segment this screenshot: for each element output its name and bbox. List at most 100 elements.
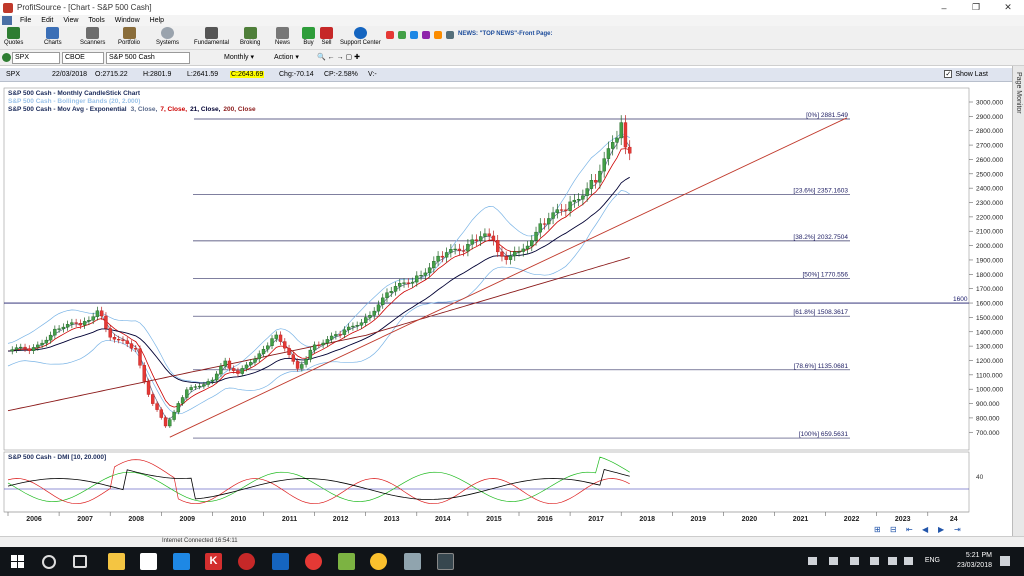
menu-window[interactable]: Window [114, 17, 140, 24]
scroll-right-icon: ▶ [938, 525, 945, 534]
systems-button[interactable]: Systems [156, 27, 179, 49]
windows-start-icon[interactable] [11, 555, 24, 568]
horizontal-line-1600[interactable]: 1600 [4, 296, 969, 304]
browser-app-icon[interactable] [238, 553, 255, 570]
close-button[interactable]: ✕ [1004, 2, 1012, 12]
filter-icon[interactable] [422, 31, 430, 39]
news-button[interactable]: News [275, 27, 290, 49]
chrome-icon[interactable] [370, 553, 387, 570]
restore-button[interactable]: ❐ [971, 2, 981, 12]
profitsource-icon[interactable] [305, 553, 322, 570]
candle-body [585, 188, 589, 196]
notifications-icon[interactable] [1000, 556, 1010, 566]
chart-scroll-controls[interactable]: ⊞ ⊟ ⇤ ◀ ▶ ⇥ [874, 525, 961, 534]
tray-people-icon[interactable] [808, 557, 817, 565]
candle-body [427, 267, 432, 274]
zoom-tools[interactable]: 🔍 ← → ▢ ✚ [317, 54, 360, 61]
candle-body [457, 248, 462, 251]
candle-body [538, 223, 542, 233]
broking-button[interactable]: Broking [240, 27, 260, 49]
trendline[interactable] [169, 117, 848, 438]
news-feed-icon[interactable] [446, 31, 454, 39]
taskbar-clock[interactable]: 5:21 PM 23/03/2018 [957, 551, 992, 571]
alert-icon[interactable] [386, 31, 394, 39]
exchange-select[interactable]: CBOE [62, 52, 104, 64]
app-icon-green[interactable] [338, 553, 355, 570]
symbol-input[interactable]: SPX [12, 52, 60, 64]
candle-body [393, 286, 398, 292]
menu-tools[interactable]: Tools [88, 17, 105, 24]
bulb-icon[interactable] [410, 31, 418, 39]
status-bar: Internet Connected 16:54:11 [0, 536, 1024, 547]
chart-svg[interactable]: S&P 500 Cash - Monthly CandleStick Chart… [0, 82, 1012, 536]
chart-area[interactable]: S&P 500 Cash - Monthly CandleStick Chart… [0, 82, 1012, 534]
tray-security-icon[interactable] [870, 557, 879, 565]
candle-body [163, 417, 168, 427]
menu-file[interactable]: File [20, 17, 32, 24]
shield-icon[interactable] [272, 553, 289, 570]
candle-body [257, 353, 261, 360]
charts-button[interactable]: Charts [44, 27, 62, 49]
tray-volume-icon[interactable] [904, 557, 913, 565]
sell-button[interactable]: Sell [320, 27, 333, 49]
candle-body [508, 255, 513, 260]
candle-body [381, 297, 385, 305]
action-menu[interactable]: Action ▾ [274, 54, 299, 61]
news-ticker[interactable]: NEWS: "TOP NEWS"-Front Page: [458, 31, 553, 37]
candle-body [104, 315, 108, 329]
ema7-line [7, 148, 630, 408]
windows-taskbar: K ENG 5:21 PM 23/03/2018 [0, 547, 1024, 576]
support-center-button[interactable]: Support Center [340, 27, 381, 49]
menu-help[interactable]: Help [149, 17, 165, 24]
file-explorer-icon[interactable] [108, 553, 125, 570]
scanners-button[interactable]: Scanners [80, 27, 105, 49]
y-tick-label: 2000.000 [976, 243, 1003, 250]
window-controls: – ❐ ✕ [928, 0, 1024, 15]
menu-edit[interactable]: Edit [41, 17, 54, 24]
minimize-button[interactable]: – [941, 2, 947, 13]
candle-body [78, 322, 83, 326]
legend-ema3: 3, Close, [131, 106, 158, 113]
cortana-icon[interactable] [42, 555, 56, 569]
refresh-icon[interactable] [398, 31, 406, 39]
y-tick-label: 1200.000 [976, 358, 1003, 365]
period-select[interactable]: Monthly ▾ [224, 54, 254, 61]
bollinger-lower [7, 190, 630, 415]
tray-up-icon[interactable] [829, 557, 838, 565]
candle-body [628, 146, 632, 154]
candle-body [389, 291, 393, 293]
store-icon[interactable] [140, 553, 157, 570]
page-monitor-tab[interactable]: Page Monitor [1012, 66, 1024, 536]
portfolio-button[interactable]: Portfolio [118, 27, 140, 49]
menu-view[interactable]: View [63, 17, 79, 24]
candle-body [406, 282, 410, 284]
main-toolbar: Quotes Charts Scanners Portfolio Systems… [0, 26, 1024, 50]
media-icon[interactable] [404, 553, 421, 570]
tray-network-icon[interactable] [888, 557, 897, 565]
candle-body [95, 310, 100, 317]
security-name-field[interactable]: S&P 500 Cash [106, 52, 190, 64]
flag-icon[interactable] [434, 31, 442, 39]
show-last-checkbox[interactable]: ✓ Show Last [944, 70, 988, 78]
info-volume: V:- [368, 71, 377, 78]
task-view-icon[interactable] [73, 555, 87, 568]
fibonacci-retracement[interactable]: [0%] 2881.549 [23.6%] 2357.1603 [38.2%] 20… [193, 112, 850, 439]
candle-body [295, 361, 300, 369]
buy-button[interactable]: Buy [302, 27, 315, 49]
mail-icon[interactable] [173, 553, 190, 570]
tray-dropbox-icon[interactable] [850, 557, 859, 565]
candle-body [202, 384, 206, 387]
candle-body [14, 347, 19, 350]
candle-body [112, 337, 117, 340]
candle-body [602, 158, 606, 172]
language-indicator[interactable]: ENG [924, 557, 940, 564]
candle-body [593, 180, 598, 183]
mdi-window-icon[interactable] [2, 16, 12, 25]
active-app-icon[interactable] [437, 553, 454, 570]
candle-body [461, 250, 466, 252]
fundamental-button[interactable]: Fundamental [194, 27, 229, 49]
y-tick-label: 1500.000 [976, 315, 1003, 322]
x-tick-label: 2010 [231, 516, 247, 523]
quotes-button[interactable]: Quotes [4, 27, 23, 49]
k-app-icon[interactable]: K [205, 553, 222, 570]
